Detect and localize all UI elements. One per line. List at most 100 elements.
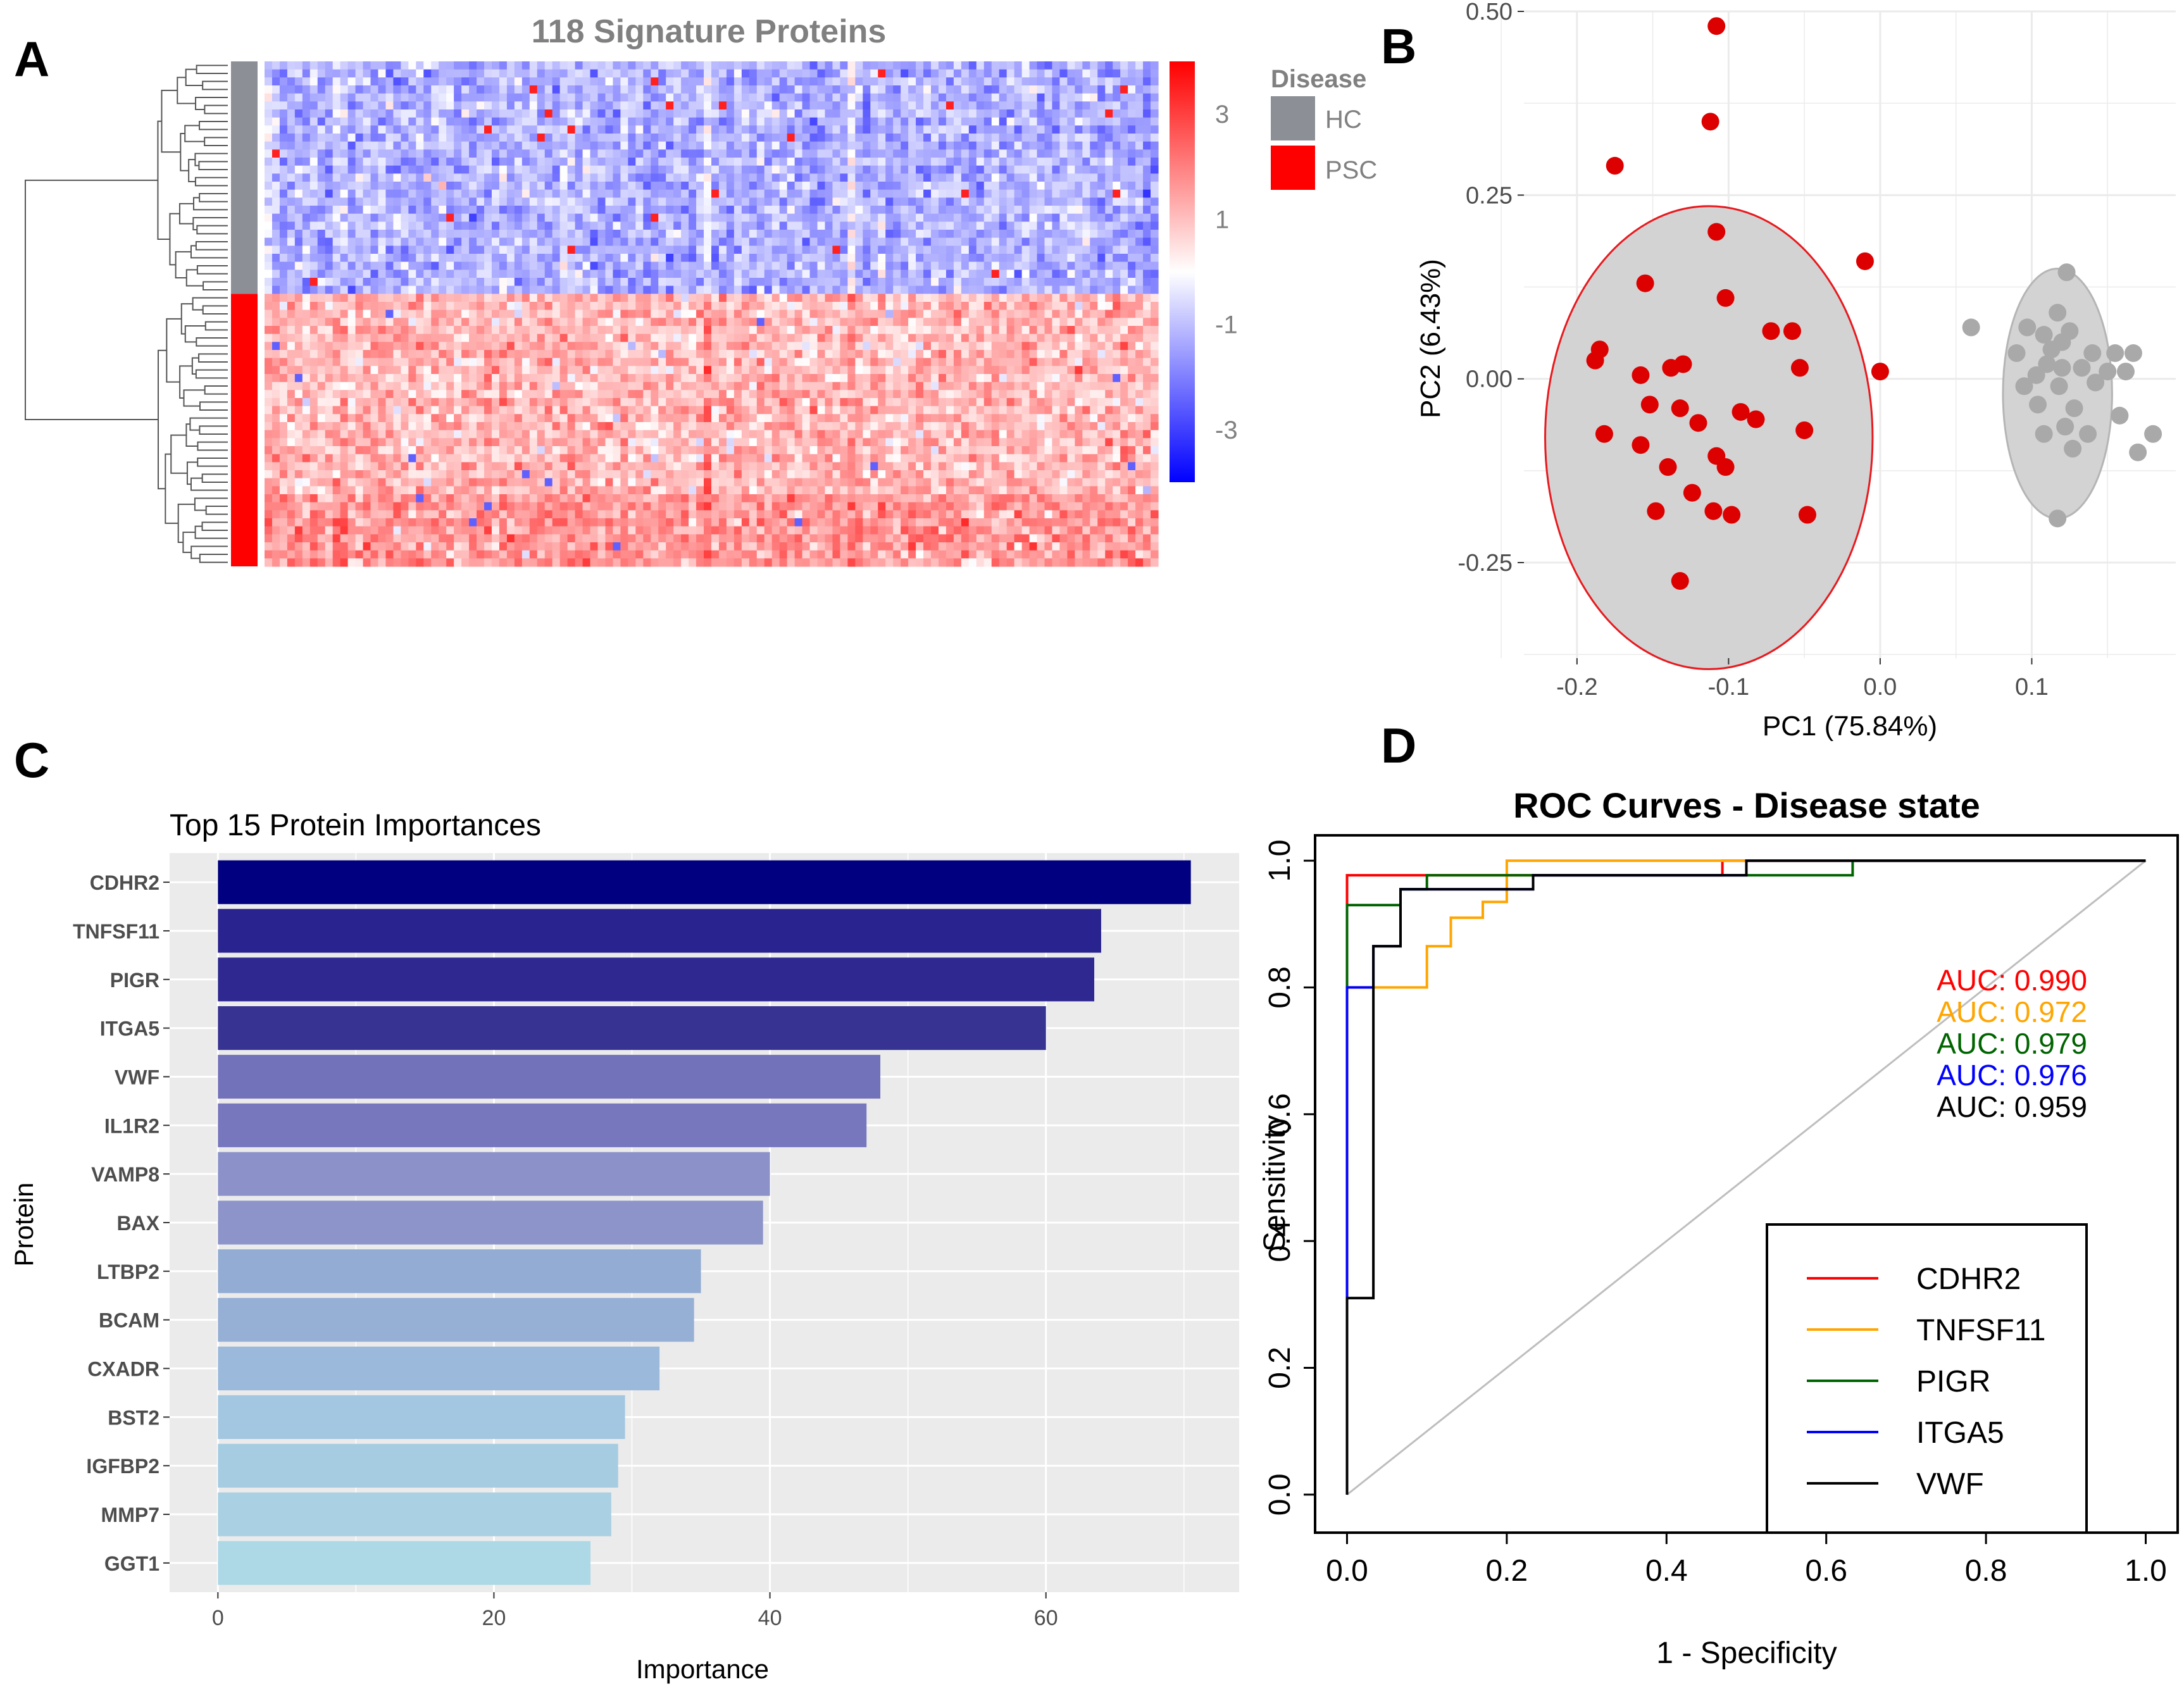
heatmap-cell: [870, 254, 878, 263]
heatmap-cell: [393, 85, 401, 94]
annotation-hc: [231, 61, 258, 294]
heatmap-cell: [893, 309, 901, 318]
heatmap-cell: [983, 294, 992, 302]
heatmap-cell: [651, 382, 659, 390]
heatmap-cell: [726, 246, 735, 254]
heatmap-cell: [1151, 197, 1159, 206]
heatmap-cell: [764, 390, 773, 399]
heatmap-cell: [461, 333, 470, 342]
heatmap-cell: [477, 85, 485, 94]
heatmap-cell: [651, 318, 659, 327]
heatmap-cell: [454, 85, 462, 94]
heatmap-cell: [840, 261, 848, 270]
heatmap-cell: [401, 278, 409, 287]
heatmap-cell: [681, 182, 689, 190]
heatmap-cell: [597, 261, 606, 270]
heatmap-cell: [756, 173, 765, 182]
heatmap-cell: [673, 390, 682, 399]
heatmap-cell: [953, 206, 962, 215]
heatmap-cell: [431, 109, 439, 118]
heatmap-cell: [620, 69, 628, 78]
heatmap-cell: [802, 206, 811, 215]
heatmap-cell: [271, 213, 280, 222]
heatmap-cell: [749, 197, 758, 206]
heatmap-cell: [332, 182, 341, 190]
heatmap-cell: [1143, 318, 1151, 327]
heatmap-cell: [423, 101, 432, 110]
heatmap-cell: [347, 350, 356, 359]
heatmap-cell: [1059, 85, 1068, 94]
heatmap-cell: [945, 189, 954, 198]
heatmap-cell: [363, 197, 371, 206]
heatmap-cell: [945, 382, 954, 390]
heatmap-cell: [1021, 158, 1030, 166]
heatmap-cell: [945, 158, 954, 166]
heatmap-cell: [817, 246, 826, 254]
heatmap-cell: [363, 213, 371, 222]
heatmap-cell: [817, 230, 826, 239]
heatmap-cell: [1044, 302, 1053, 311]
heatmap-cell: [718, 285, 727, 294]
heatmap-cell: [711, 213, 720, 222]
heatmap-cell: [370, 61, 379, 70]
heatmap-cell: [817, 342, 826, 351]
heatmap-cell: [1014, 302, 1023, 311]
heatmap-cell: [1044, 125, 1053, 134]
heatmap-cell: [1090, 285, 1098, 294]
heatmap-cell: [711, 350, 720, 359]
heatmap-cell: [953, 158, 962, 166]
heatmap-cell: [552, 254, 561, 263]
heatmap-cell: [756, 165, 765, 174]
heatmap-cell: [976, 374, 985, 383]
heatmap-cell: [559, 109, 568, 118]
heatmap-cell: [931, 134, 939, 142]
heatmap-cell: [689, 182, 697, 190]
heatmap-cell: [575, 254, 583, 263]
heatmap-cell: [423, 318, 432, 327]
heatmap-cell: [1014, 309, 1023, 318]
heatmap-cell: [506, 109, 515, 118]
heatmap-cell: [294, 165, 303, 174]
heatmap-cell: [559, 237, 568, 246]
heatmap-cell: [597, 221, 606, 230]
heatmap-cell: [809, 294, 818, 302]
heatmap-cell: [1143, 213, 1151, 222]
heatmap-cell: [673, 342, 682, 351]
heatmap-cell: [370, 326, 379, 335]
heatmap-cell: [1052, 206, 1061, 215]
heatmap-cell: [870, 69, 878, 78]
heatmap-cell: [355, 270, 364, 278]
heatmap-cell: [1128, 158, 1136, 166]
heatmap-cell: [696, 237, 704, 246]
heatmap-cell: [431, 206, 439, 215]
heatmap-cell: [945, 213, 954, 222]
heatmap-cell: [439, 61, 447, 70]
heatmap-cell: [590, 61, 599, 70]
heatmap-cell: [302, 390, 311, 399]
heatmap-cell: [923, 158, 932, 166]
heatmap-cell: [423, 326, 432, 335]
heatmap-cell: [287, 333, 296, 342]
heatmap-cell: [567, 390, 576, 399]
heatmap-cell: [953, 342, 962, 351]
heatmap-cell: [347, 278, 356, 287]
heatmap-cell: [1014, 61, 1023, 70]
heatmap-cell: [923, 77, 932, 86]
heatmap-cell: [689, 125, 697, 134]
heatmap-cell: [726, 318, 735, 327]
heatmap-cell: [521, 278, 530, 287]
heatmap-cell: [840, 165, 848, 174]
heatmap-cell: [1143, 285, 1151, 294]
heatmap-cell: [704, 61, 712, 70]
heatmap-cell: [1090, 302, 1098, 311]
heatmap-cell: [1143, 350, 1151, 359]
heatmap-cell: [605, 117, 614, 126]
heatmap-cell: [544, 278, 553, 287]
heatmap-cell: [590, 350, 599, 359]
heatmap-cell: [938, 206, 947, 215]
heatmap-cell: [325, 342, 334, 351]
heatmap-cell: [802, 318, 811, 327]
heatmap-cell: [1037, 117, 1045, 126]
heatmap-cell: [825, 206, 833, 215]
heatmap-cell: [1075, 309, 1083, 318]
